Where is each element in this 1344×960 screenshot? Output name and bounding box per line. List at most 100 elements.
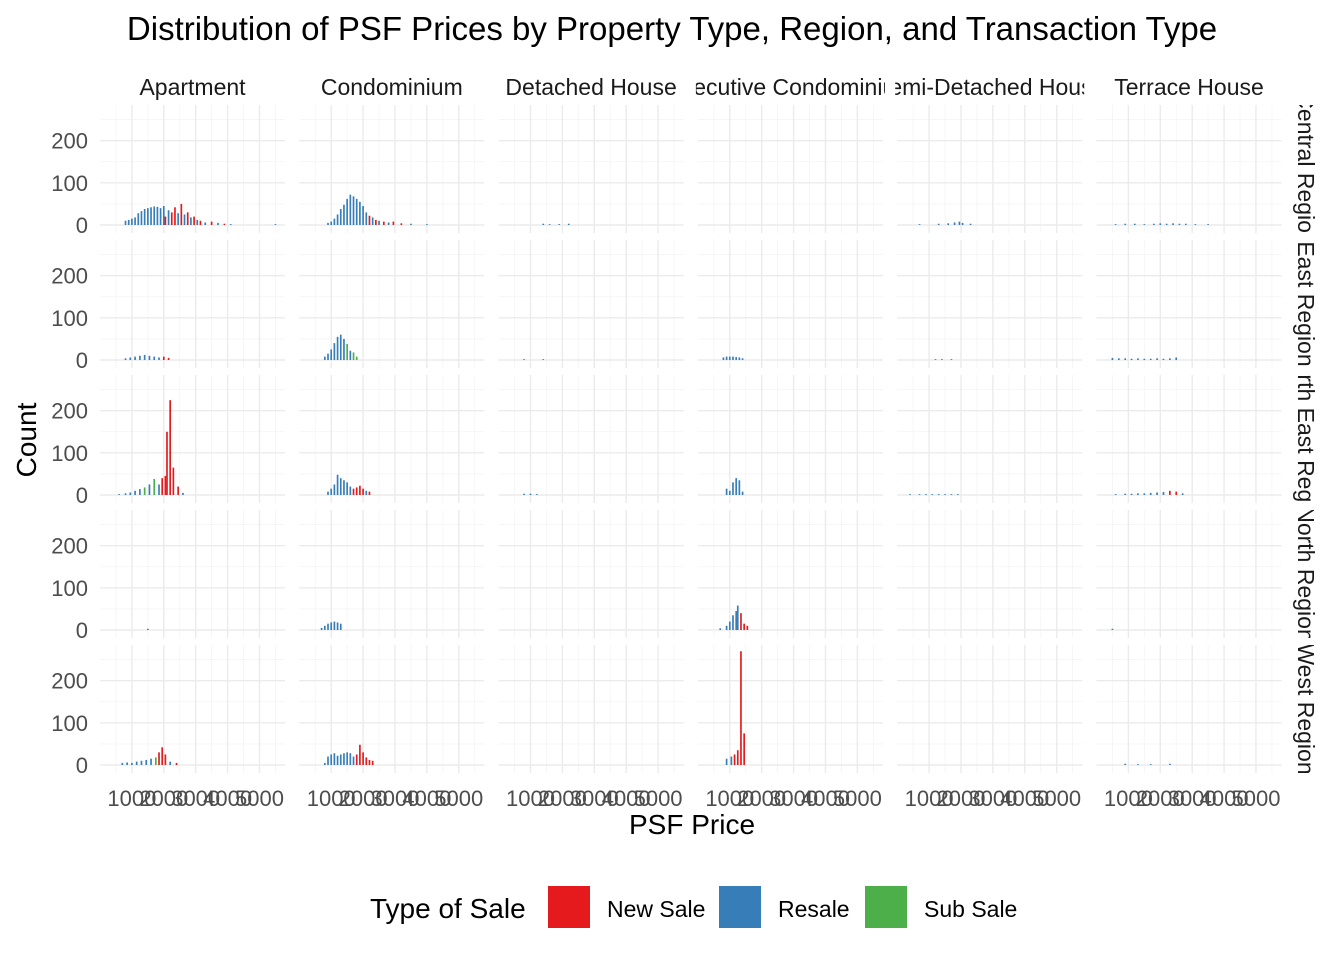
histogram-bar: [732, 356, 734, 360]
histogram-bar: [140, 760, 143, 765]
histogram-bar: [1130, 358, 1133, 360]
histogram-bar: [352, 756, 355, 765]
panel-condominium-central-region: [299, 105, 485, 233]
histogram-bar: [154, 757, 157, 765]
histogram-bar: [164, 754, 167, 765]
histogram-bar: [1137, 764, 1139, 765]
x-tick-label: 4000: [1200, 786, 1249, 811]
x-tick-label: 3000: [1168, 786, 1217, 811]
histogram-bar: [223, 223, 226, 225]
histogram-bar: [746, 625, 749, 630]
histogram-bar: [523, 359, 525, 360]
histogram-bar: [352, 196, 355, 225]
histogram-bar: [164, 216, 167, 225]
histogram-bar: [162, 356, 165, 360]
histogram-bar: [1114, 494, 1117, 495]
histogram-bar: [327, 756, 329, 765]
histogram-bar: [953, 222, 956, 225]
histogram-bar: [193, 216, 195, 225]
histogram-bar: [336, 622, 339, 630]
histogram-bar: [174, 207, 176, 225]
histogram-bar: [969, 223, 972, 225]
histogram-bar: [210, 221, 213, 225]
x-axis-title: PSF Price: [629, 809, 755, 840]
histogram-bar: [937, 494, 940, 495]
x-tick-label: 2000: [937, 786, 986, 811]
histogram-bar: [139, 489, 141, 495]
histogram-bar: [400, 223, 403, 225]
histogram-bar: [143, 354, 146, 360]
histogram-bar: [738, 357, 741, 360]
x-tick-label: 1000: [107, 786, 156, 811]
histogram-bar: [333, 343, 336, 360]
histogram-bar: [327, 353, 329, 360]
histogram-bar: [352, 488, 355, 495]
y-axis-title: Count: [11, 402, 42, 477]
histogram-bar: [158, 484, 160, 495]
x-tick-label: 2000: [737, 786, 786, 811]
histogram-bar: [1172, 223, 1174, 225]
histogram-bar: [346, 198, 348, 225]
histogram-bar: [161, 747, 164, 765]
x-tick-label: 1000: [506, 786, 555, 811]
histogram-bar: [359, 201, 361, 225]
x-tick-label: 5000: [833, 786, 882, 811]
panel-apartment-east-region: [100, 240, 285, 368]
histogram-bar: [371, 217, 374, 225]
histogram-bar: [330, 221, 333, 225]
histogram-bar: [1156, 492, 1158, 495]
histogram-bar: [129, 357, 132, 360]
histogram-bar: [410, 223, 412, 225]
histogram-bar: [1181, 493, 1184, 495]
histogram-bar: [931, 494, 934, 495]
histogram-bar: [722, 357, 725, 360]
histogram-bar: [1149, 492, 1152, 495]
x-tick-label: 1000: [307, 786, 356, 811]
histogram-bar: [375, 219, 377, 225]
histogram-bar: [349, 486, 352, 495]
histogram-bar: [732, 482, 734, 495]
chart-title: Distribution of PSF Prices by Property T…: [127, 10, 1217, 47]
histogram-bar: [1165, 223, 1168, 225]
histogram-bar: [167, 210, 170, 225]
histogram-bar: [735, 611, 738, 630]
histogram-bar: [1162, 358, 1165, 360]
histogram-bar: [1169, 763, 1171, 765]
histogram-bar: [183, 214, 186, 225]
histogram-bar: [426, 224, 428, 225]
facet-row-label-west-region: West Region: [1293, 643, 1319, 774]
histogram-bar: [349, 194, 352, 225]
histogram-bar: [327, 623, 329, 630]
histogram-bar: [336, 336, 339, 360]
x-tick-label: 3000: [968, 786, 1017, 811]
x-tick-label: 5000: [235, 786, 284, 811]
x-tick-label: 2000: [538, 786, 587, 811]
histogram-bar: [1137, 358, 1139, 360]
x-tick-label: 5000: [1032, 786, 1081, 811]
histogram-bar: [129, 492, 132, 495]
histogram-bar: [177, 213, 179, 225]
histogram-bar: [339, 208, 342, 225]
histogram-bar: [1124, 763, 1127, 765]
histogram-bar: [182, 492, 184, 495]
histogram-bar: [170, 212, 173, 225]
histogram-bar: [743, 733, 745, 765]
histogram-bar: [159, 208, 162, 225]
x-tick-label: 1000: [905, 786, 954, 811]
legend-key-new-sale: [548, 886, 590, 928]
histogram-bar: [1159, 223, 1162, 225]
histogram-bar: [740, 651, 742, 765]
histogram-bar: [336, 755, 339, 765]
histogram-bar: [196, 219, 199, 225]
histogram-bar: [139, 355, 141, 360]
legend-label-sub-sale: Sub Sale: [924, 896, 1017, 922]
facet-col-label-terrace-house: Terrace House: [1114, 74, 1264, 100]
panel-terrace-house-west-region: [1096, 645, 1282, 773]
x-tick-label: 5000: [434, 786, 483, 811]
histogram-bar: [126, 762, 128, 765]
x-tick-label: 2000: [1136, 786, 1185, 811]
histogram-bar: [365, 757, 368, 765]
histogram-bar: [529, 493, 532, 495]
x-tick-label: 3000: [769, 786, 818, 811]
histogram-bar: [217, 222, 219, 225]
